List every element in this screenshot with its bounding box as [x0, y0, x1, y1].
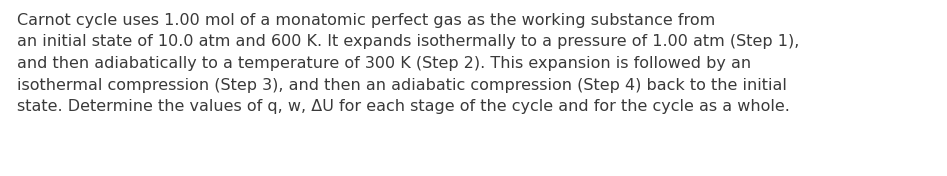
Text: Carnot cycle uses 1.00 mol of a monatomic perfect gas as the working substance f: Carnot cycle uses 1.00 mol of a monatomi…: [17, 13, 799, 114]
